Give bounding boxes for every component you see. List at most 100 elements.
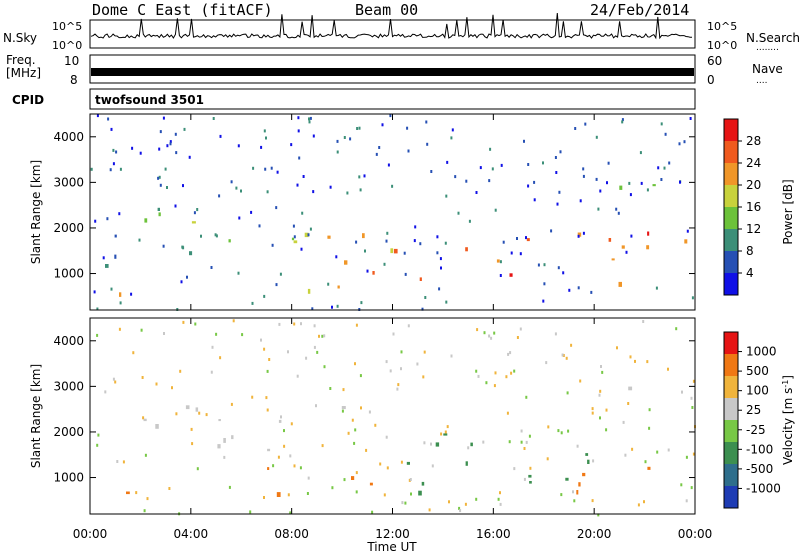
x-tick-label: 12:00 xyxy=(375,527,410,541)
noise-cell xyxy=(505,375,508,379)
noise-cell xyxy=(309,227,312,231)
noise-cell xyxy=(175,151,178,155)
scatter-cell xyxy=(304,232,309,238)
scatter-cell xyxy=(585,453,589,456)
scatter-cell xyxy=(114,254,117,259)
scatter-cell xyxy=(155,424,159,429)
noise-cell xyxy=(422,375,425,379)
noise-cell xyxy=(355,471,358,475)
noise-cell xyxy=(171,386,173,390)
noise-cell xyxy=(414,225,417,229)
noise-cell xyxy=(329,387,332,390)
noise-cell xyxy=(166,186,168,189)
noise-cell xyxy=(193,211,196,215)
noise-cell xyxy=(430,442,432,446)
noise-cell xyxy=(457,211,460,215)
noise-cell xyxy=(214,233,217,237)
colorbar-swatch xyxy=(724,420,738,443)
noise-cell xyxy=(162,116,165,120)
colorbar-swatch xyxy=(724,119,738,142)
noise-cell xyxy=(316,350,319,354)
noise-cell xyxy=(557,429,560,433)
colorbar-swatch xyxy=(724,229,738,252)
colorbar-swatch xyxy=(724,486,738,509)
noise-cell xyxy=(293,235,296,239)
noise-cell xyxy=(537,263,540,267)
noise-cell xyxy=(270,166,273,170)
noise-cell xyxy=(104,390,107,394)
noise-cell xyxy=(354,428,357,432)
noise-cell xyxy=(358,126,361,130)
noise-cell xyxy=(428,508,431,512)
colorbar-swatch xyxy=(724,354,738,377)
scatter-cell xyxy=(327,235,331,239)
noise-cell xyxy=(110,287,113,291)
noise-cell xyxy=(577,286,580,290)
noise-cell xyxy=(141,376,144,379)
noise-cell xyxy=(296,374,299,378)
noise-cell xyxy=(400,367,402,371)
noise-cell xyxy=(205,413,208,417)
scatter-cell xyxy=(576,490,579,495)
noise-cell xyxy=(579,199,582,203)
noise-cell xyxy=(336,139,339,143)
noise-cell xyxy=(306,492,309,495)
noise-cell xyxy=(293,322,296,326)
noise-cell xyxy=(529,466,532,470)
noise-cell xyxy=(642,320,645,323)
noise-cell xyxy=(194,322,197,326)
noise-cell xyxy=(157,176,160,180)
noise-cell xyxy=(186,275,188,279)
noise-cell xyxy=(657,166,660,170)
noise-cell xyxy=(336,150,339,154)
noise-cell xyxy=(309,116,312,120)
nsearch-dots: ........ xyxy=(756,43,779,53)
noise-cell xyxy=(667,448,670,452)
noise-cell xyxy=(599,389,602,393)
noise-cell xyxy=(251,301,254,305)
noise-cell xyxy=(196,467,199,471)
power-colorbar-label: Power [dB] xyxy=(781,179,795,244)
noise-cell xyxy=(313,324,316,328)
noise-cell xyxy=(392,332,395,336)
noise-cell xyxy=(554,332,557,336)
noise-cell xyxy=(290,143,293,147)
noise-cell xyxy=(656,450,659,454)
noise-cell xyxy=(386,466,389,470)
scatter-cell xyxy=(565,477,569,481)
colorbar-swatch xyxy=(724,376,738,399)
noise-cell xyxy=(520,429,523,433)
noise-cell xyxy=(445,194,448,198)
noise-cell xyxy=(499,274,502,277)
noise-cell xyxy=(543,263,546,267)
nave-dots: .... xyxy=(756,76,767,86)
noise-cell xyxy=(107,117,110,121)
noise-cell xyxy=(409,478,412,481)
noise-cell xyxy=(349,137,352,141)
noise-cell xyxy=(358,175,361,179)
noise-cell xyxy=(436,235,439,239)
scatter-cell xyxy=(276,492,281,497)
noise-cell xyxy=(683,140,686,144)
scatter-cell xyxy=(158,212,161,217)
power-scatter xyxy=(90,114,694,311)
noise-cell xyxy=(590,290,593,294)
noise-cell xyxy=(664,132,667,136)
noise-cell xyxy=(497,497,500,501)
noise-cell xyxy=(516,336,519,339)
noise-cell xyxy=(598,393,601,397)
noise-cell xyxy=(686,229,689,233)
noise-cell xyxy=(615,207,618,211)
noise-cell xyxy=(413,239,416,243)
noise-cell xyxy=(268,358,271,361)
noise-cell xyxy=(607,161,610,165)
scatter-cell xyxy=(218,419,221,422)
scatter-cell xyxy=(684,239,688,244)
noise-cell xyxy=(621,118,624,122)
x-tick-label: 20:00 xyxy=(577,527,612,541)
noise-cell xyxy=(576,444,579,448)
noise-cell xyxy=(507,352,510,356)
noise-cell xyxy=(568,288,571,292)
noise-cell xyxy=(637,503,640,507)
noise-cell xyxy=(260,145,263,149)
